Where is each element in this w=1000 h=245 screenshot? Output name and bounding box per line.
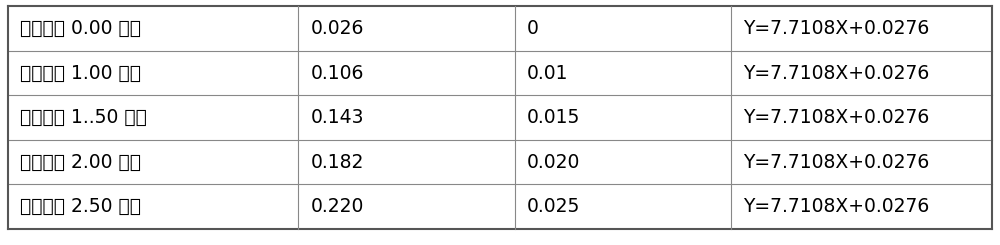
Text: 0.025: 0.025 (527, 197, 580, 216)
Text: 0.106: 0.106 (310, 63, 364, 83)
Text: 0.026: 0.026 (310, 19, 364, 38)
Text: Y=7.7108X+0.0276: Y=7.7108X+0.0276 (743, 197, 929, 216)
Text: 0.015: 0.015 (527, 108, 580, 127)
Text: 0: 0 (527, 19, 539, 38)
Text: 0.143: 0.143 (310, 108, 364, 127)
Text: 0.182: 0.182 (310, 153, 364, 172)
Text: 0.020: 0.020 (527, 153, 580, 172)
Text: 0.220: 0.220 (310, 197, 364, 216)
Text: 取磷标液 2.00 毫升: 取磷标液 2.00 毫升 (20, 153, 141, 172)
Text: 取磷标液 1..50 毫升: 取磷标液 1..50 毫升 (20, 108, 147, 127)
Text: Y=7.7108X+0.0276: Y=7.7108X+0.0276 (743, 63, 929, 83)
Text: Y=7.7108X+0.0276: Y=7.7108X+0.0276 (743, 108, 929, 127)
Text: Y=7.7108X+0.0276: Y=7.7108X+0.0276 (743, 19, 929, 38)
Text: 取磷标液 0.00 毫升: 取磷标液 0.00 毫升 (20, 19, 141, 38)
Text: 取磷标液 2.50 毫升: 取磷标液 2.50 毫升 (20, 197, 141, 216)
Text: Y=7.7108X+0.0276: Y=7.7108X+0.0276 (743, 153, 929, 172)
Text: 取磷标液 1.00 毫升: 取磷标液 1.00 毫升 (20, 63, 141, 83)
Text: 0.01: 0.01 (527, 63, 568, 83)
